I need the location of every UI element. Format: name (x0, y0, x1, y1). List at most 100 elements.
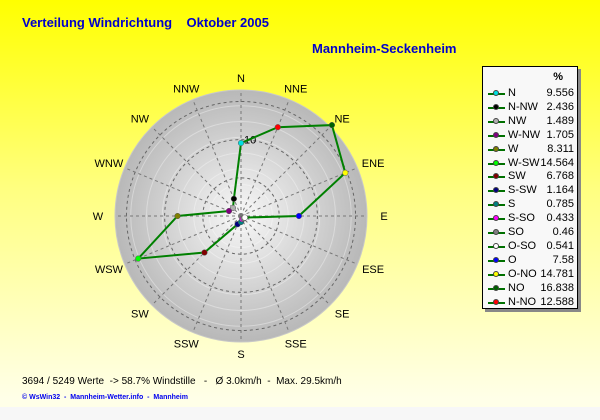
legend-marker (493, 90, 499, 96)
legend-item: W 8.311 (483, 143, 577, 157)
legend-value: 1.489 (546, 114, 574, 127)
legend-label: S (508, 198, 516, 211)
legend-label: NO (508, 281, 525, 294)
compass-label-wnw: WNW (95, 158, 124, 170)
legend-value: 0.541 (546, 239, 574, 252)
legend-value: 2.436 (546, 100, 574, 113)
statistics-text: 3694 / 5249 Werte -> 58.7% Windstille - … (22, 376, 342, 387)
legend: % N 9.556 N-NW 2.436 NW 1.489 W-NW 1.705 W 8.311 W… (482, 66, 578, 309)
legend-value: 12.588 (540, 295, 574, 308)
legend-marker (493, 242, 499, 249)
legend-item: O 7.58 (483, 254, 577, 268)
legend-label: NW (508, 114, 527, 127)
legend-marker (493, 173, 499, 180)
legend-marker (493, 256, 499, 263)
grid-spoke (240, 215, 331, 306)
grid-spoke (240, 215, 358, 265)
legend-marker (493, 103, 499, 110)
data-point-o-so (241, 214, 248, 221)
compass-label-w: W (93, 211, 104, 223)
compass-label-ssw: SSW (174, 338, 200, 350)
legend-item: N-NW 2.436 (483, 101, 577, 115)
legend-label: N (508, 87, 516, 99)
data-point-n-no (274, 124, 281, 131)
legend-label: N-NO (508, 295, 537, 308)
legend-marker (493, 284, 499, 291)
legend-label: S-SW (508, 184, 537, 197)
grid-spoke (151, 215, 242, 306)
compass-label-nne: NNE (284, 84, 307, 96)
data-point-n (237, 139, 245, 147)
compass-label-nw: NW (131, 113, 150, 125)
legend-marker (493, 270, 499, 277)
legend-value: 6.768 (546, 170, 574, 183)
grid-spoke (192, 215, 242, 333)
compass-label-ne: NE (334, 113, 349, 125)
station-name: Mannheim-Seckenheim (312, 41, 457, 56)
legend-item: N 9.556 (483, 87, 577, 101)
legend-label: W (508, 142, 519, 155)
grid-spoke (240, 126, 331, 217)
legend-label: W-NW (508, 128, 541, 141)
legend-label: O-NO (508, 267, 537, 280)
data-point-sw (201, 249, 208, 256)
legend-value: 16.838 (540, 281, 574, 294)
data-point-nw (229, 204, 237, 212)
legend-header: % (553, 71, 563, 83)
legend-value: 1.705 (546, 128, 574, 141)
legend-label: S-SO (508, 212, 535, 225)
compass-label-nnw: NNW (173, 84, 200, 96)
legend-item: S-SO 0.433 (483, 212, 577, 226)
data-point-w-nw (225, 207, 233, 215)
legend-item: W-NW 1.705 (483, 129, 577, 143)
compass-label-n: N (237, 73, 245, 85)
legend-label: O-SO (508, 239, 537, 252)
legend-item: NW 1.489 (483, 115, 577, 129)
legend-marker (493, 145, 499, 152)
legend-item: O-SO 0.541 (483, 240, 577, 254)
legend-item: S 0.785 (483, 198, 577, 212)
compass-label-ene: ENE (362, 158, 385, 170)
credits-link[interactable]: © WsWin32 - Mannheim-Wetter.info - Mannh… (22, 394, 188, 401)
data-point-o (295, 212, 302, 220)
grid-spoke (240, 167, 358, 217)
data-point-o-no (342, 169, 349, 176)
legend-value: 9.556 (546, 87, 574, 99)
legend-label: SO (508, 226, 524, 238)
compass-label-sse: SSE (285, 338, 307, 350)
compass-label-wsw: WSW (95, 264, 124, 276)
grid-spoke (151, 126, 242, 217)
legend-item: W-SW 14.564 (483, 157, 577, 171)
legend-label: N-NW (508, 100, 538, 113)
legend-label: SW (508, 170, 526, 183)
shade-ring (146, 121, 336, 311)
legend-item: SO 0.46 (483, 226, 577, 240)
legend-marker (493, 159, 499, 166)
legend-value: 14.564 (540, 156, 574, 169)
grid-ring (164, 139, 318, 293)
data-point-n-nw (230, 195, 237, 202)
legend-item: S-SW 1.164 (483, 184, 577, 198)
legend-label: W-SW (508, 156, 540, 169)
grid-spoke (240, 99, 290, 217)
legend-marker (493, 117, 499, 124)
legend-item: SW 6.768 (483, 170, 577, 184)
data-point-w-sw (135, 255, 142, 262)
legend-value: 1.164 (546, 184, 574, 197)
legend-marker (493, 187, 499, 194)
legend-marker (493, 201, 499, 208)
shade-ring (224, 199, 258, 233)
legend-marker (493, 215, 499, 222)
legend-item: NO 16.838 (483, 282, 577, 296)
compass-label-s: S (237, 349, 244, 361)
legend-value: 0.46 (552, 226, 574, 238)
legend-label: O (508, 253, 517, 266)
data-point-no (328, 122, 335, 129)
grid-spoke (124, 167, 242, 217)
legend-marker (493, 131, 499, 138)
legend-value: 7.58 (552, 253, 574, 266)
legend-value: 0.433 (546, 212, 574, 225)
compass-label-sw: SW (131, 309, 149, 321)
legend-value: 0.785 (546, 198, 574, 211)
